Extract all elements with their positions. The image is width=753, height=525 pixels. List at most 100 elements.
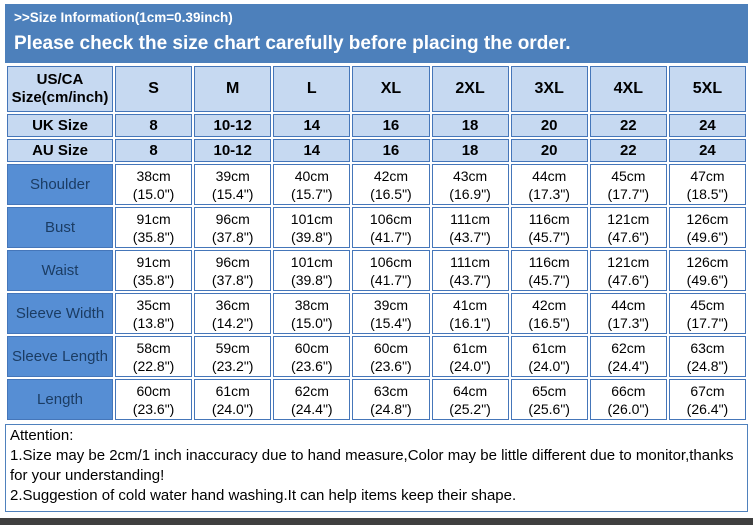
length-value-cell: 64cm (25.2") [431, 379, 509, 420]
cm-value: 61cm [452, 340, 488, 356]
cm-value: 116cm [528, 254, 570, 270]
inch-value: (25.6") [528, 401, 570, 417]
inch-value: (26.4") [686, 401, 729, 417]
inch-value: (24.8") [370, 401, 412, 417]
cm-value: 65cm [532, 383, 567, 399]
cm-value: 64cm [452, 383, 488, 399]
cm-value: 43cm [452, 168, 488, 184]
inch-value: (24.8") [686, 358, 729, 374]
waist-value-cell: 101cm (39.8") [273, 250, 351, 291]
sleeve-length-value-cell: 60cm (23.6") [352, 336, 430, 377]
measurement-label-sleeve-length: Sleeve Length [7, 336, 113, 377]
inch-value: (24.0") [528, 358, 570, 374]
measurement-label-sleeve-width: Sleeve Width [7, 293, 113, 334]
cm-value: 67cm [690, 383, 725, 399]
inch-value: (23.6") [291, 358, 333, 374]
attention-box: Attention: 1.Size may be 2cm/1 inch inac… [5, 424, 748, 512]
waist-value-cell: 96cm (37.8") [194, 250, 272, 291]
inch-value: (17.7") [686, 315, 729, 331]
cm-value: 44cm [532, 168, 567, 184]
sleeve-width-value-cell: 41cm (16.1") [431, 293, 509, 334]
inch-value: (15.0") [132, 186, 175, 202]
cm-value: 39cm [373, 297, 409, 313]
size-header-row: US/CA Size(cm/inch) S M L XL 2XL 3XL 4XL 5XL [7, 66, 746, 112]
shoulder-value-cell: 42cm (16.5") [352, 164, 430, 205]
waist-value-cell: 121cm (47.6") [589, 250, 667, 291]
cm-value: 45cm [690, 297, 725, 313]
uk-size-row-label: UK Size [7, 114, 113, 137]
inch-value: (43.7") [449, 229, 491, 245]
cm-value: 106cm [369, 254, 412, 270]
cm-value: 62cm [611, 340, 646, 356]
inch-value: (39.8") [291, 229, 333, 245]
shoulder-value-cell: 47cm (18.5") [668, 164, 746, 205]
cm-value: 62cm [294, 383, 329, 399]
waist-value-cell: 106cm (41.7") [352, 250, 430, 291]
au-size-value: 8 [115, 139, 193, 162]
bust-value-cell: 116cm (45.7") [510, 207, 588, 248]
sleeve-length-value-cell: 58cm (22.8") [115, 336, 193, 377]
cm-value: 44cm [611, 297, 646, 313]
sleeve-length-value-cell: 60cm (23.6") [273, 336, 351, 377]
length-value-cell: 67cm (26.4") [668, 379, 746, 420]
inch-value: (45.7") [528, 229, 570, 245]
inch-value: (45.7") [528, 272, 570, 288]
sleeve-length-value-cell: 61cm (24.0") [431, 336, 509, 377]
cm-value: 35cm [136, 297, 171, 313]
sleeve-width-value-cell: 39cm (15.4") [352, 293, 430, 334]
sleeve-length-value-cell: 61cm (24.0") [510, 336, 588, 377]
shoulder-value-cell: 38cm (15.0") [115, 164, 193, 205]
measurement-row-length: Length 60cm (23.6") 61cm (24.0") 62cm (24.4") 6… [7, 379, 746, 420]
inch-value: (39.8") [291, 272, 333, 288]
cm-value: 96cm [215, 211, 250, 227]
au-size-value: 18 [431, 139, 509, 162]
au-size-value: 22 [589, 139, 667, 162]
uk-size-value: 24 [668, 114, 746, 137]
cm-value: 40cm [294, 168, 329, 184]
sleeve-width-value-cell: 35cm (13.8") [115, 293, 193, 334]
uk-size-value: 10-12 [194, 114, 272, 137]
inch-value: (17.7") [607, 186, 650, 202]
sleeve-width-value-cell: 38cm (15.0") [273, 293, 351, 334]
bust-value-cell: 101cm (39.8") [273, 207, 351, 248]
sleeve-width-value-cell: 45cm (17.7") [668, 293, 746, 334]
waist-value-cell: 126cm (49.6") [668, 250, 746, 291]
inch-value: (14.2") [211, 315, 254, 331]
shoulder-value-cell: 45cm (17.7") [589, 164, 667, 205]
inch-value: (41.7") [370, 229, 412, 245]
size-column-header-m: M [194, 66, 272, 112]
cm-value: 45cm [611, 168, 646, 184]
cm-value: 106cm [369, 211, 412, 227]
inch-value: (18.5") [686, 186, 729, 202]
inch-value: (37.8") [211, 229, 254, 245]
inch-value: (35.8") [132, 272, 175, 288]
inch-value: (15.4") [370, 315, 412, 331]
inch-value: (26.0") [607, 401, 650, 417]
bust-value-cell: 121cm (47.6") [589, 207, 667, 248]
size-column-header-xl: XL [352, 66, 430, 112]
measurement-row-sleeve-length: Sleeve Length 58cm (22.8") 59cm (23.2") 60cm (… [7, 336, 746, 377]
size-column-header-4xl: 4XL [589, 66, 667, 112]
inch-value: (16.9") [449, 186, 491, 202]
sleeve-length-value-cell: 62cm (24.4") [589, 336, 667, 377]
inch-value: (49.6") [686, 229, 729, 245]
cm-value: 38cm [294, 297, 329, 313]
sleeve-width-value-cell: 36cm (14.2") [194, 293, 272, 334]
shoulder-value-cell: 39cm (15.4") [194, 164, 272, 205]
size-info-title: >>Size Information(1cm=0.39inch) [14, 10, 233, 25]
au-size-value: 16 [352, 139, 430, 162]
bust-value-cell: 106cm (41.7") [352, 207, 430, 248]
au-size-row: AU Size 8 10-12 14 16 18 20 22 24 [7, 139, 746, 162]
inch-value: (17.3") [607, 315, 650, 331]
inch-value: (23.2") [211, 358, 254, 374]
bust-value-cell: 91cm (35.8") [115, 207, 193, 248]
cm-value: 63cm [373, 383, 409, 399]
measurement-row-sleeve-width: Sleeve Width 35cm (13.8") 36cm (14.2") 38cm (1… [7, 293, 746, 334]
au-size-value: 20 [510, 139, 588, 162]
inch-value: (23.6") [370, 358, 412, 374]
length-value-cell: 61cm (24.0") [194, 379, 272, 420]
cm-value: 121cm [607, 211, 650, 227]
bust-value-cell: 111cm (43.7") [431, 207, 509, 248]
inch-value: (24.0") [449, 358, 491, 374]
